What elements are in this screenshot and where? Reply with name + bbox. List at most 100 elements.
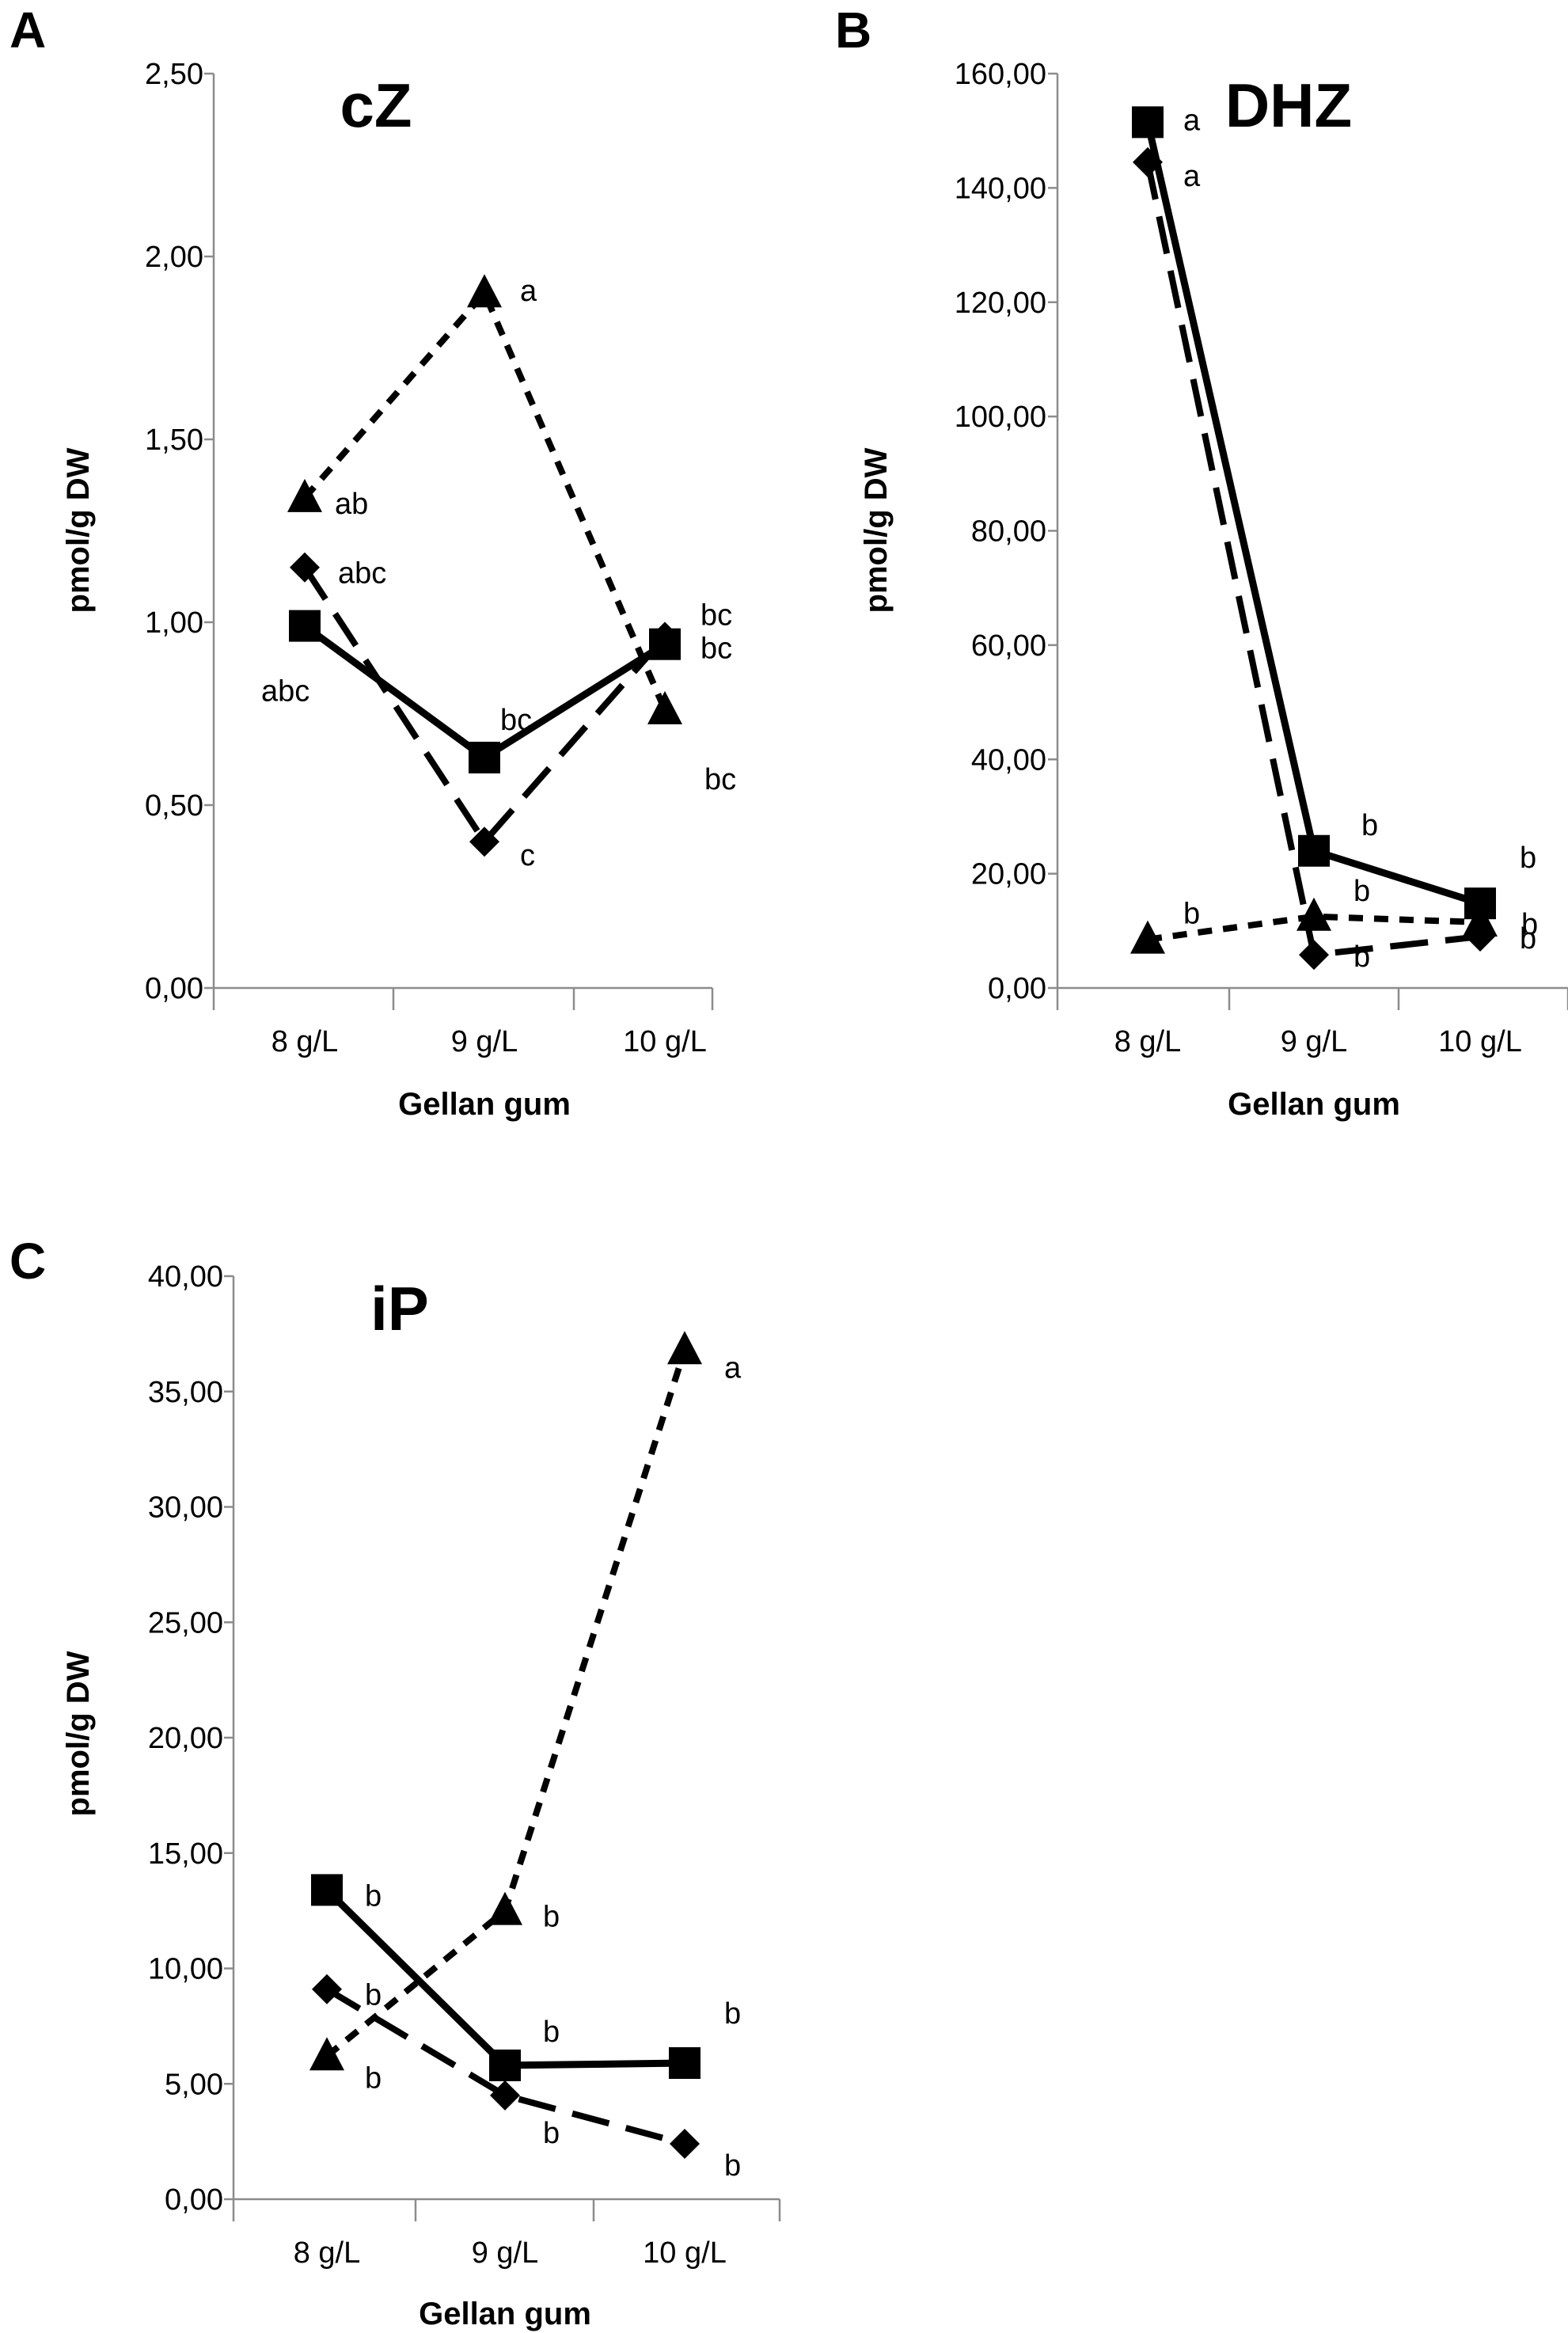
y-tick-label: 20,00	[971, 858, 1046, 891]
y-axis-title: pmol/g DW	[61, 447, 96, 613]
data-point-diamond	[469, 826, 499, 857]
data-point-triangle	[1463, 902, 1498, 937]
data-point-triangle	[667, 1331, 702, 1365]
y-tick-label: 30,00	[148, 1491, 223, 1525]
y-tick-label: 1,00	[145, 606, 203, 640]
x-tick-label: 8 g/L	[271, 1025, 339, 1058]
data-point-diamond	[650, 621, 680, 652]
data-label: b	[365, 1879, 382, 1913]
y-tick-label: 0,50	[145, 789, 203, 823]
data-label: bc	[704, 763, 736, 796]
data-label: b	[1183, 898, 1200, 931]
x-tick-label: 9 g/L	[451, 1025, 518, 1058]
series-line-square-solid	[302, 622, 667, 762]
panel-letter: B	[835, 2, 871, 59]
x-tick-label: 10 g/L	[623, 1025, 707, 1058]
data-point-square	[1132, 106, 1164, 139]
data-point-square	[1298, 834, 1330, 867]
y-tick-label: 0,00	[988, 972, 1046, 1005]
data-point-triangle	[287, 478, 322, 512]
panel-letter: A	[9, 2, 46, 59]
series-line-square-solid	[1144, 121, 1482, 907]
data-point-diamond	[290, 552, 320, 583]
data-point-square	[311, 1874, 343, 1906]
y-tick-label: 15,00	[148, 1837, 223, 1871]
data-label: abc	[338, 557, 386, 591]
series-line-triangle-short-dash	[325, 1349, 688, 2059]
y-tick-label: 60,00	[971, 629, 1046, 663]
data-point-square	[489, 2049, 521, 2081]
data-label: b	[1353, 940, 1370, 974]
data-label: b	[724, 2149, 741, 2183]
data-point-square	[669, 2047, 700, 2080]
x-tick-label: 9 g/L	[1281, 1025, 1348, 1058]
data-label: abc	[261, 675, 309, 709]
y-tick-label: 2,50	[145, 58, 203, 91]
x-tick-label: 9 g/L	[472, 2236, 539, 2270]
y-axis-title: pmol/g DW	[61, 1651, 96, 1816]
data-label: bc	[500, 704, 532, 737]
y-tick-label: 5,00	[165, 2068, 223, 2101]
x-tick-label: 10 g/L	[1438, 1025, 1522, 1058]
x-tick-label: 8 g/L	[294, 2236, 361, 2270]
y-tick-label: 1,50	[145, 424, 203, 457]
data-label: b	[724, 1997, 741, 2031]
y-tick-label: 25,00	[148, 1606, 223, 1640]
data-label: b	[1520, 922, 1536, 956]
y-tick-label: 2,00	[145, 241, 203, 274]
y-tick-label: 100,00	[955, 401, 1046, 434]
series-line-diamond-long-dash	[325, 1986, 686, 2147]
y-tick-label: 10,00	[148, 1953, 223, 1986]
data-point-square	[289, 610, 321, 642]
data-label: b	[1353, 875, 1370, 908]
series-line-diamond-long-dash	[302, 565, 668, 845]
y-tick-label: 40,00	[971, 743, 1046, 777]
x-tick-label: 8 g/L	[1114, 1025, 1182, 1058]
data-point-triangle	[467, 274, 502, 308]
data-point-diamond	[490, 2080, 520, 2111]
data-point-diamond	[1299, 940, 1329, 971]
panel-letter: C	[9, 1233, 46, 1290]
data-label: b	[365, 2061, 382, 2095]
data-label: b	[1520, 842, 1536, 875]
data-label: bc	[700, 633, 732, 666]
data-point-triangle	[309, 2037, 344, 2071]
data-point-diamond	[670, 2129, 700, 2160]
data-point-triangle	[1297, 897, 1331, 931]
data-label: b	[543, 2016, 560, 2049]
y-tick-label: 20,00	[148, 1722, 223, 1755]
data-point-diamond	[312, 1974, 342, 2004]
y-tick-label: 140,00	[955, 172, 1046, 205]
chart-title: DHZ	[1225, 70, 1352, 140]
data-point-diamond	[1133, 146, 1163, 177]
data-label: a	[520, 275, 537, 308]
data-point-triangle	[647, 690, 682, 724]
chart-title: cZ	[340, 70, 412, 140]
data-label: b	[1361, 809, 1378, 842]
y-tick-label: 35,00	[148, 1376, 223, 1409]
x-tick-label: 10 g/L	[643, 2236, 727, 2270]
chart-panel-b: B 0,00 20,00 40,00 60,00 80,00 100,00 120,00 140…	[835, 2, 1568, 1122]
data-label: ab	[335, 488, 368, 521]
series-line-triangle-short-dash	[1147, 913, 1481, 943]
data-point-triangle	[1130, 920, 1165, 954]
chart-panel-a: A 0,00 0,50 1,00 1,50 2,00 2,50 8 g/L 9 g/L 10 g/…	[9, 2, 736, 1122]
data-point-triangle	[488, 1891, 522, 1925]
data-point-square	[469, 741, 500, 773]
y-tick-label: 0,00	[165, 2183, 223, 2217]
chart-title: iP	[370, 1274, 429, 1343]
chart-panel-c: C 0,00 5,00 10,00 15,00 20,00 25,00 30,00 35,00 4…	[9, 1233, 781, 2331]
data-label: a	[1183, 160, 1201, 193]
y-axis-title: pmol/g DW	[859, 447, 894, 613]
y-tick-label: 0,00	[145, 972, 203, 1005]
y-tick-label: 160,00	[955, 58, 1046, 91]
data-label: b	[543, 1901, 560, 1934]
data-label: b	[543, 2117, 560, 2150]
x-axis-title: Gellan gum	[398, 1087, 571, 1122]
x-axis-title: Gellan gum	[1228, 1087, 1400, 1122]
y-tick-label: 120,00	[955, 287, 1046, 320]
data-label: c	[520, 839, 535, 872]
y-tick-label: 40,00	[148, 1260, 223, 1294]
data-label: a	[724, 1351, 742, 1385]
